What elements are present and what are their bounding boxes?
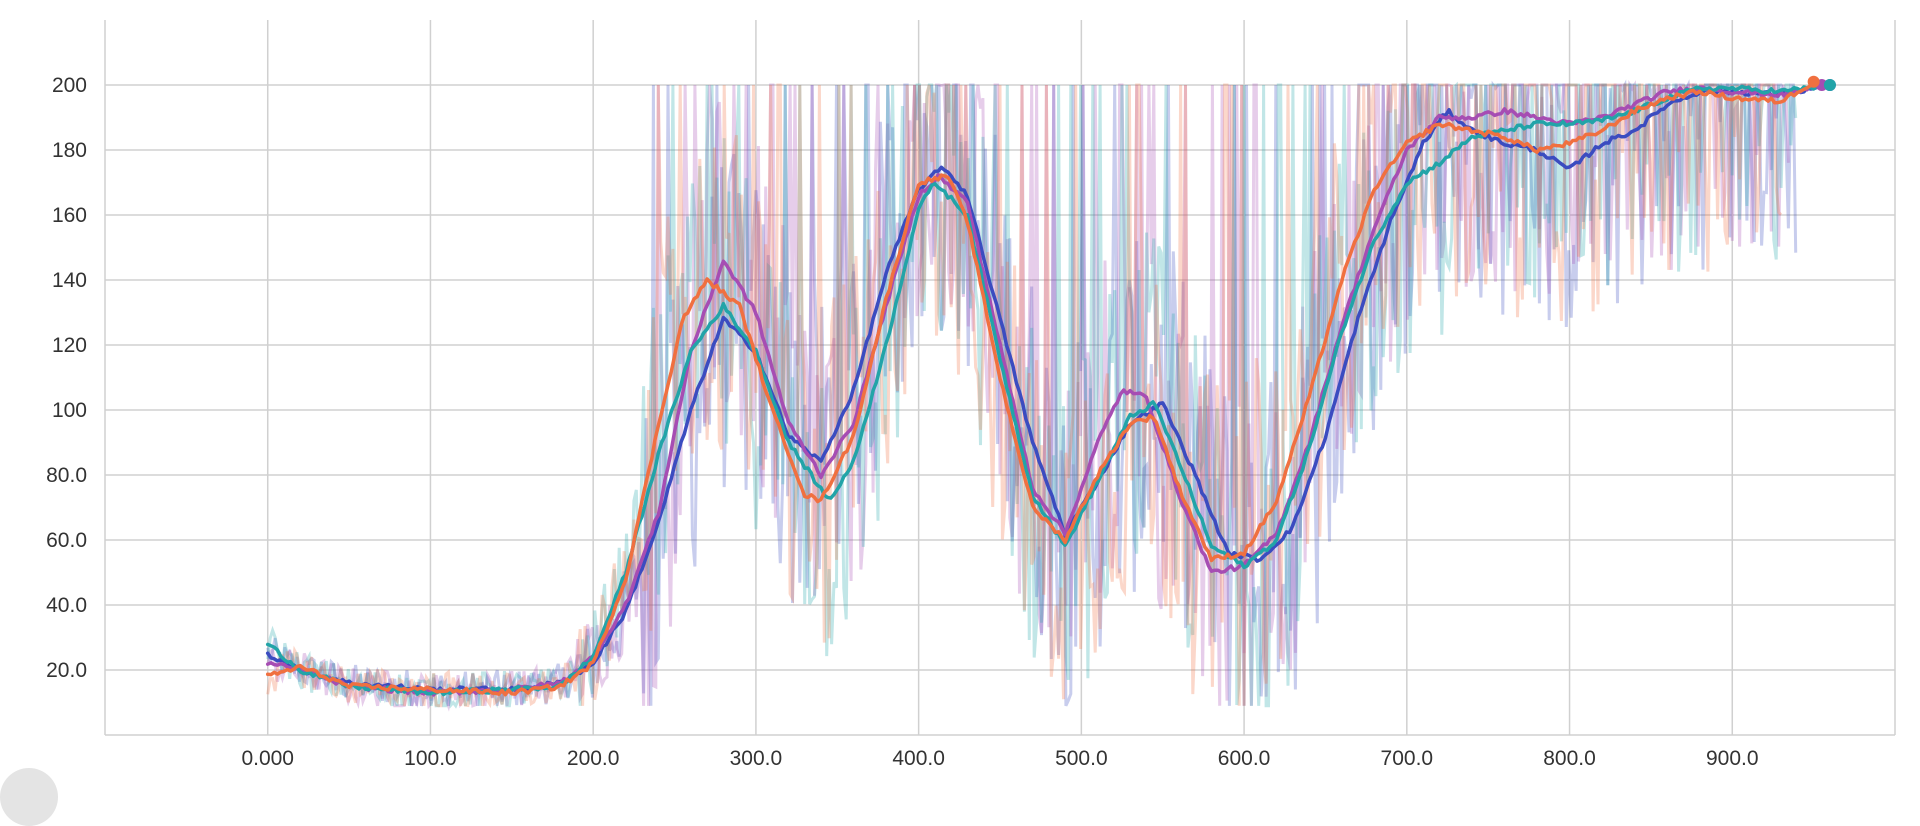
x-tick-label: 800.0	[1543, 747, 1596, 770]
series-end-point-2	[1823, 79, 1836, 91]
x-tick-label: 100.0	[404, 747, 457, 770]
x-gridlines	[266, 20, 1734, 735]
y-tick-label: 160	[52, 204, 87, 227]
x-tick-label: 600.0	[1218, 747, 1271, 770]
y-tick-label: 40.0	[46, 594, 87, 617]
x-tick-label: 0.000	[241, 747, 294, 770]
series-line-2	[265, 82, 1832, 697]
raw-series-trace-3	[266, 83, 1783, 709]
y-tick-label: 140	[52, 269, 87, 292]
series-end-point-3	[1807, 75, 1820, 88]
y-tick-label: 200	[52, 74, 87, 97]
y-tick-labels: 20.0 40.0 60.0 80.0 100 120 140 160 180 200	[46, 74, 87, 682]
y-tick-label: 100	[52, 399, 87, 422]
line-chart: 20.0 40.0 60.0 80.0 100 120 140 160 180 200 0.000…	[46, 20, 1896, 770]
raw-series-trace-1	[266, 79, 1790, 712]
x-tick-label: 300.0	[730, 747, 783, 770]
y-tick-label: 20.0	[46, 659, 87, 682]
x-tick-label: 700.0	[1381, 747, 1434, 770]
series-line-3	[265, 80, 1816, 697]
x-tick-label: 200.0	[567, 747, 620, 770]
x-tick-label: 900.0	[1706, 747, 1759, 770]
y-tick-label: 60.0	[46, 529, 87, 552]
x-tick-labels: 0.000 100.0 200.0 300.0 400.0 500.0 600.0 700.0…	[241, 747, 1758, 770]
x-tick-label: 500.0	[1055, 747, 1108, 770]
y-tick-label: 180	[52, 139, 87, 162]
y-tick-label: 80.0	[46, 464, 87, 487]
x-tick-label: 400.0	[892, 747, 945, 770]
raw-series-trace-0	[266, 79, 1798, 708]
smoothed-series	[265, 80, 1832, 697]
raw-data-noise	[266, 79, 1798, 712]
series-end-markers	[1807, 75, 1836, 91]
chart-corner-toggle-button[interactable]	[0, 768, 58, 826]
axes	[104, 20, 1896, 736]
y-tick-label: 120	[52, 334, 87, 357]
